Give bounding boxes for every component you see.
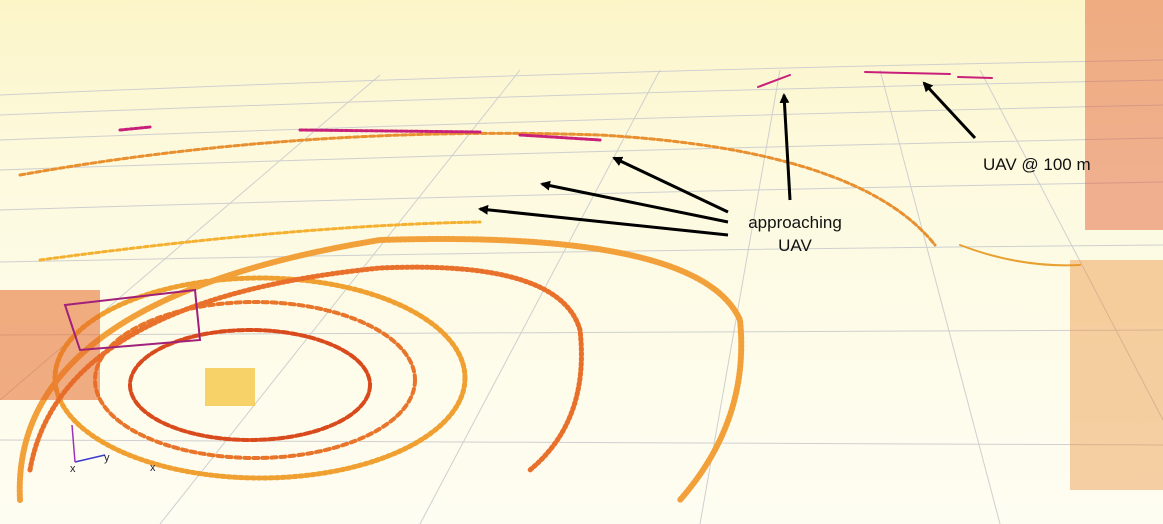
frame-label: x [70,463,76,475]
page: {"annotations": {"far_uav": "UAV @ 100 m… [0,0,1163,524]
annotation: UAV [778,236,812,255]
annotation: approaching [748,213,842,232]
frame-label: y [104,452,110,464]
frame-label: x [150,462,156,474]
point-cloud-view: x y x UAV @ 100 m approaching UAV [0,0,1163,524]
annotation: UAV @ 100 m [983,155,1091,174]
